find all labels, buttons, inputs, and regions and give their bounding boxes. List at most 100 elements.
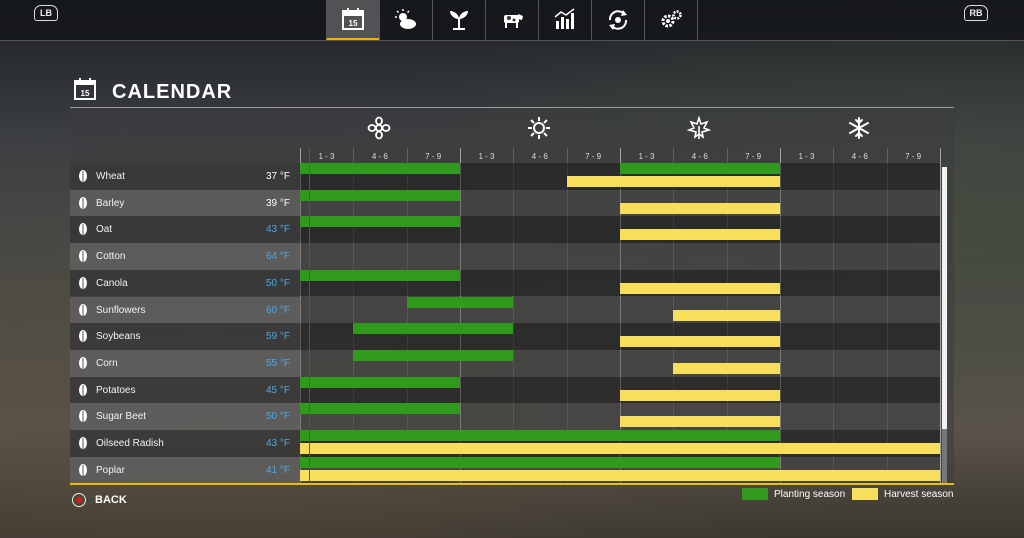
crop-row: Poplar 41 °F: [70, 456, 940, 484]
harvest-bar: [300, 443, 940, 454]
corn-icon: [79, 356, 87, 370]
gridline: [566, 148, 568, 483]
radish-icon: [79, 437, 87, 450]
planting-bar: [300, 403, 460, 415]
tab-strip: 15: [326, 0, 698, 40]
planting-bar: [353, 323, 514, 335]
crop-label-cell: Barley 39 °F: [70, 189, 300, 217]
gridline: [353, 148, 355, 483]
planting-bar: [406, 296, 514, 308]
tab-crops[interactable]: [432, 0, 485, 40]
cotton-icon: [79, 250, 87, 264]
back-label: BACK: [95, 494, 127, 506]
crop-name: Oat: [96, 224, 113, 236]
gridline: [619, 148, 621, 483]
canola-icon: [79, 276, 87, 290]
crop-name: Corn: [96, 357, 118, 369]
planting-bar: [353, 349, 514, 361]
month-label: 1 - 3: [798, 152, 815, 161]
planting-bar: [300, 216, 460, 228]
sunflower-icon: [79, 303, 87, 317]
month-label: 1 - 3: [478, 152, 495, 161]
crop-row: Sunflowers 60 °F: [70, 296, 940, 324]
tab-cycle[interactable]: [591, 0, 644, 40]
harvest-bar: [673, 309, 780, 321]
summer-icon: [528, 117, 550, 139]
harvest-bar: [300, 469, 940, 481]
tab-animals[interactable]: [485, 0, 538, 40]
crop-row: Sugar Beet 50 °F: [70, 403, 940, 430]
crop-name: Sunflowers: [96, 304, 146, 316]
crop-label-cell: Sugar Beet 50 °F: [70, 403, 300, 430]
crop-temperature: 55 °F: [265, 357, 290, 369]
tab-statistics[interactable]: [538, 0, 591, 40]
harvest-swatch: [852, 488, 878, 500]
month-label: 4 - 6: [531, 152, 548, 161]
crop-name: Cotton: [96, 251, 126, 263]
back-button[interactable]: BACK: [72, 493, 127, 507]
crop-temperature: 50 °F: [265, 411, 290, 423]
tab-weather[interactable]: [379, 0, 432, 40]
crop-row: Oilseed Radish 43 °F: [70, 430, 940, 457]
settings-icon: [661, 10, 682, 28]
harvest-bar: [619, 202, 780, 214]
top-menu-bar: LB 15: [0, 0, 1024, 41]
title-icon-number: 15: [81, 89, 90, 98]
crop-temperature: 50 °F: [265, 277, 290, 289]
crop-name: Potatoes: [96, 384, 136, 396]
gridline: [459, 148, 461, 483]
crop-label-cell: Wheat 37 °F: [70, 163, 300, 190]
crop-label-cell: Canola 50 °F: [70, 269, 300, 297]
crop-row: Cotton 64 °F: [70, 243, 940, 270]
oat-icon: [79, 223, 87, 237]
planting-bar: [300, 189, 460, 201]
crop-temperature: 59 °F: [265, 331, 290, 343]
page-title: CALENDAR: [112, 81, 233, 103]
gridline: [833, 148, 835, 483]
scrollbar-thumb[interactable]: [942, 167, 947, 429]
crop-name: Oilseed Radish: [96, 438, 164, 449]
crop-name: Canola: [96, 277, 128, 289]
crop-temperature: 41 °F: [265, 464, 290, 476]
month-label: 1 - 3: [318, 152, 335, 161]
weather-icon: [395, 9, 416, 29]
harvest-bar: [619, 282, 780, 294]
spring-icon: [367, 116, 391, 140]
calendar-title-icon: 15: [74, 78, 96, 100]
gridline: [406, 148, 408, 483]
crop-temperature: 60 °F: [265, 304, 290, 316]
calendar-panel: 1 - 3 4 - 6 7 - 9 1 - 3 4 - 6 7 - 9 1 - 3 4 - 6…: [70, 107, 954, 485]
crop-label-cell: Cotton 64 °F: [70, 243, 300, 270]
winter-icon: [849, 117, 869, 139]
barley-icon: [79, 196, 87, 210]
crop-temperature: 64 °F: [265, 251, 290, 263]
month-label: 7 - 9: [745, 152, 762, 161]
crop-label-cell: Oilseed Radish 43 °F: [70, 430, 300, 457]
lb-button[interactable]: LB: [34, 5, 58, 21]
crop-label-cell: Soybeans 59 °F: [70, 323, 300, 350]
gridline: [513, 148, 515, 483]
calendar-icon: 15: [342, 8, 364, 30]
cycle-icon: [608, 10, 628, 30]
legend-planting: Planting season: [742, 488, 845, 500]
harvest-bar: [619, 389, 780, 401]
crop-row: Soybeans 59 °F: [70, 323, 940, 350]
tab-calendar[interactable]: 15: [326, 0, 379, 40]
harvest-bar: [673, 362, 780, 374]
month-label: 1 - 3: [638, 152, 655, 161]
poplar-icon: [79, 463, 87, 477]
month-label: 4 - 6: [851, 152, 868, 161]
panel-bottom-accent: [70, 483, 954, 485]
planting-bar: [300, 430, 780, 441]
rb-button[interactable]: RB: [964, 5, 988, 21]
harvest-bar: [619, 229, 780, 241]
current-date-marker: [309, 148, 310, 484]
harvest-bar: [619, 416, 780, 428]
crop-temperature: 45 °F: [265, 384, 290, 396]
cow-icon: [504, 14, 523, 28]
crop-rows: Wheat 37 °F Barley 39 °F Oat 43 °F Cotton 64 °F…: [70, 163, 940, 484]
planting-bar: [300, 269, 460, 281]
crop-row: Oat 43 °F: [70, 216, 940, 244]
tab-settings[interactable]: [644, 0, 698, 40]
stats-icon: [554, 8, 575, 29]
